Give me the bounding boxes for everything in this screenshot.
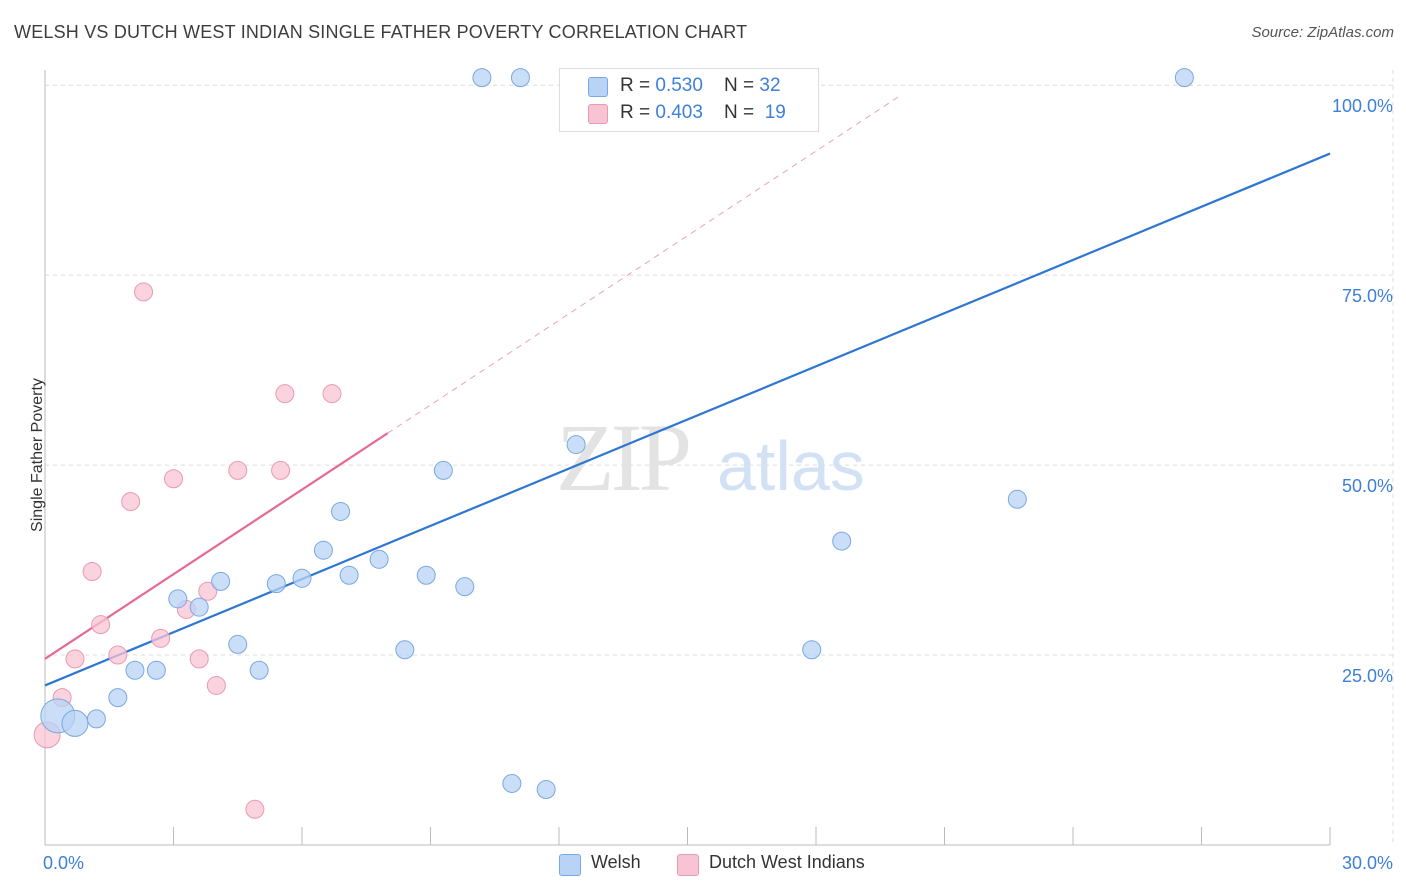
data-points — [33, 68, 1194, 819]
point-dutch-4 — [91, 615, 111, 635]
legend-dutch-n-label: N = — [724, 102, 760, 123]
point-welsh-24 — [472, 68, 492, 88]
bottom-legend-label-welsh: Welsh — [591, 852, 641, 872]
point-dutch-8 — [151, 628, 171, 648]
legend-swatch-welsh — [588, 77, 608, 97]
point-welsh-18 — [416, 565, 436, 585]
watermark-atlas: atlas — [717, 427, 865, 505]
watermark: ZIP atlas — [556, 404, 865, 511]
bottom-legend-label-dutch: Dutch West Indians — [709, 852, 865, 872]
point-welsh-14 — [331, 501, 351, 521]
point-welsh-23 — [566, 435, 586, 455]
point-welsh-28 — [802, 640, 822, 660]
point-welsh-17 — [395, 640, 415, 660]
point-welsh-19 — [433, 460, 453, 480]
point-welsh-10 — [249, 660, 269, 680]
legend-dutch-r-label: R = — [620, 102, 656, 123]
point-dutch-9 — [164, 469, 183, 489]
trend-lines — [44, 94, 1331, 687]
legend-welsh-r-label: R = — [620, 75, 656, 96]
point-welsh-4 — [125, 660, 145, 680]
point-dutch-13 — [206, 675, 226, 695]
point-welsh-13 — [313, 540, 333, 560]
point-welsh-15 — [339, 565, 359, 585]
bottom-legend-swatch-welsh — [559, 854, 581, 876]
point-dutch-14 — [228, 460, 248, 480]
x-tick-label-0: 0.0% — [43, 853, 84, 873]
point-welsh-11 — [266, 574, 286, 594]
point-dutch-2 — [65, 649, 85, 669]
point-welsh-16 — [369, 549, 389, 569]
y-tick-label-50: 50.0% — [1342, 476, 1393, 496]
point-dutch-6 — [121, 492, 141, 512]
legend-welsh-r-value: 0.530 — [655, 75, 703, 96]
point-dutch-18 — [322, 384, 342, 404]
point-welsh-25 — [510, 68, 530, 88]
watermark-zip: ZIP — [556, 404, 689, 511]
point-dutch-3 — [82, 561, 102, 581]
trend-line-welsh — [44, 152, 1331, 687]
point-welsh-2 — [86, 709, 106, 729]
point-welsh-7 — [189, 597, 209, 617]
point-welsh-6 — [168, 589, 188, 609]
point-dutch-7 — [134, 282, 154, 302]
y-axis-label: Single Father Poverty — [29, 378, 46, 532]
legend-dutch-r-value: 0.403 — [655, 102, 703, 123]
point-welsh-21 — [502, 773, 522, 793]
point-welsh-20 — [455, 577, 475, 597]
point-dutch-5 — [108, 645, 128, 665]
point-dutch-11 — [189, 649, 209, 669]
legend-welsh-n-label: N = — [724, 75, 760, 96]
point-welsh-5 — [146, 660, 166, 680]
point-welsh-31 — [1174, 68, 1194, 88]
point-welsh-9 — [228, 634, 248, 654]
tick-labels: 25.0% 50.0% 75.0% 100.0% 0.0% 30.0% — [43, 96, 1393, 873]
point-welsh-1 — [61, 709, 89, 737]
x-tick-label-30: 30.0% — [1342, 853, 1393, 873]
point-welsh-12 — [292, 568, 312, 588]
point-dutch-15 — [245, 799, 265, 819]
legend-swatch-dutch — [588, 104, 608, 124]
chart-title: WELSH VS DUTCH WEST INDIAN SINGLE FATHER… — [14, 22, 748, 42]
source-label: Source: ZipAtlas.com — [1251, 24, 1394, 41]
point-welsh-8 — [211, 571, 231, 591]
trend-line-dutch-extension — [387, 94, 902, 434]
y-tick-label-25: 25.0% — [1342, 666, 1393, 686]
legend-dutch-n-value: 19 — [764, 102, 786, 123]
point-welsh-29 — [832, 531, 852, 551]
point-dutch-17 — [275, 384, 295, 404]
axes — [44, 70, 1331, 846]
point-dutch-16 — [271, 460, 291, 480]
stats-legend: R = 0.530 N = 32 R = 0.403 N = 19 — [559, 68, 819, 132]
point-welsh-3 — [108, 688, 128, 708]
point-welsh-30 — [1007, 489, 1027, 509]
bottom-legend-swatch-dutch — [677, 854, 699, 876]
y-tick-label-100: 100.0% — [1332, 96, 1393, 116]
y-tick-label-75: 75.0% — [1342, 286, 1393, 306]
point-welsh-22 — [536, 780, 556, 800]
legend-welsh-n-value: 32 — [759, 75, 781, 96]
point-dutch-12 — [198, 581, 218, 601]
